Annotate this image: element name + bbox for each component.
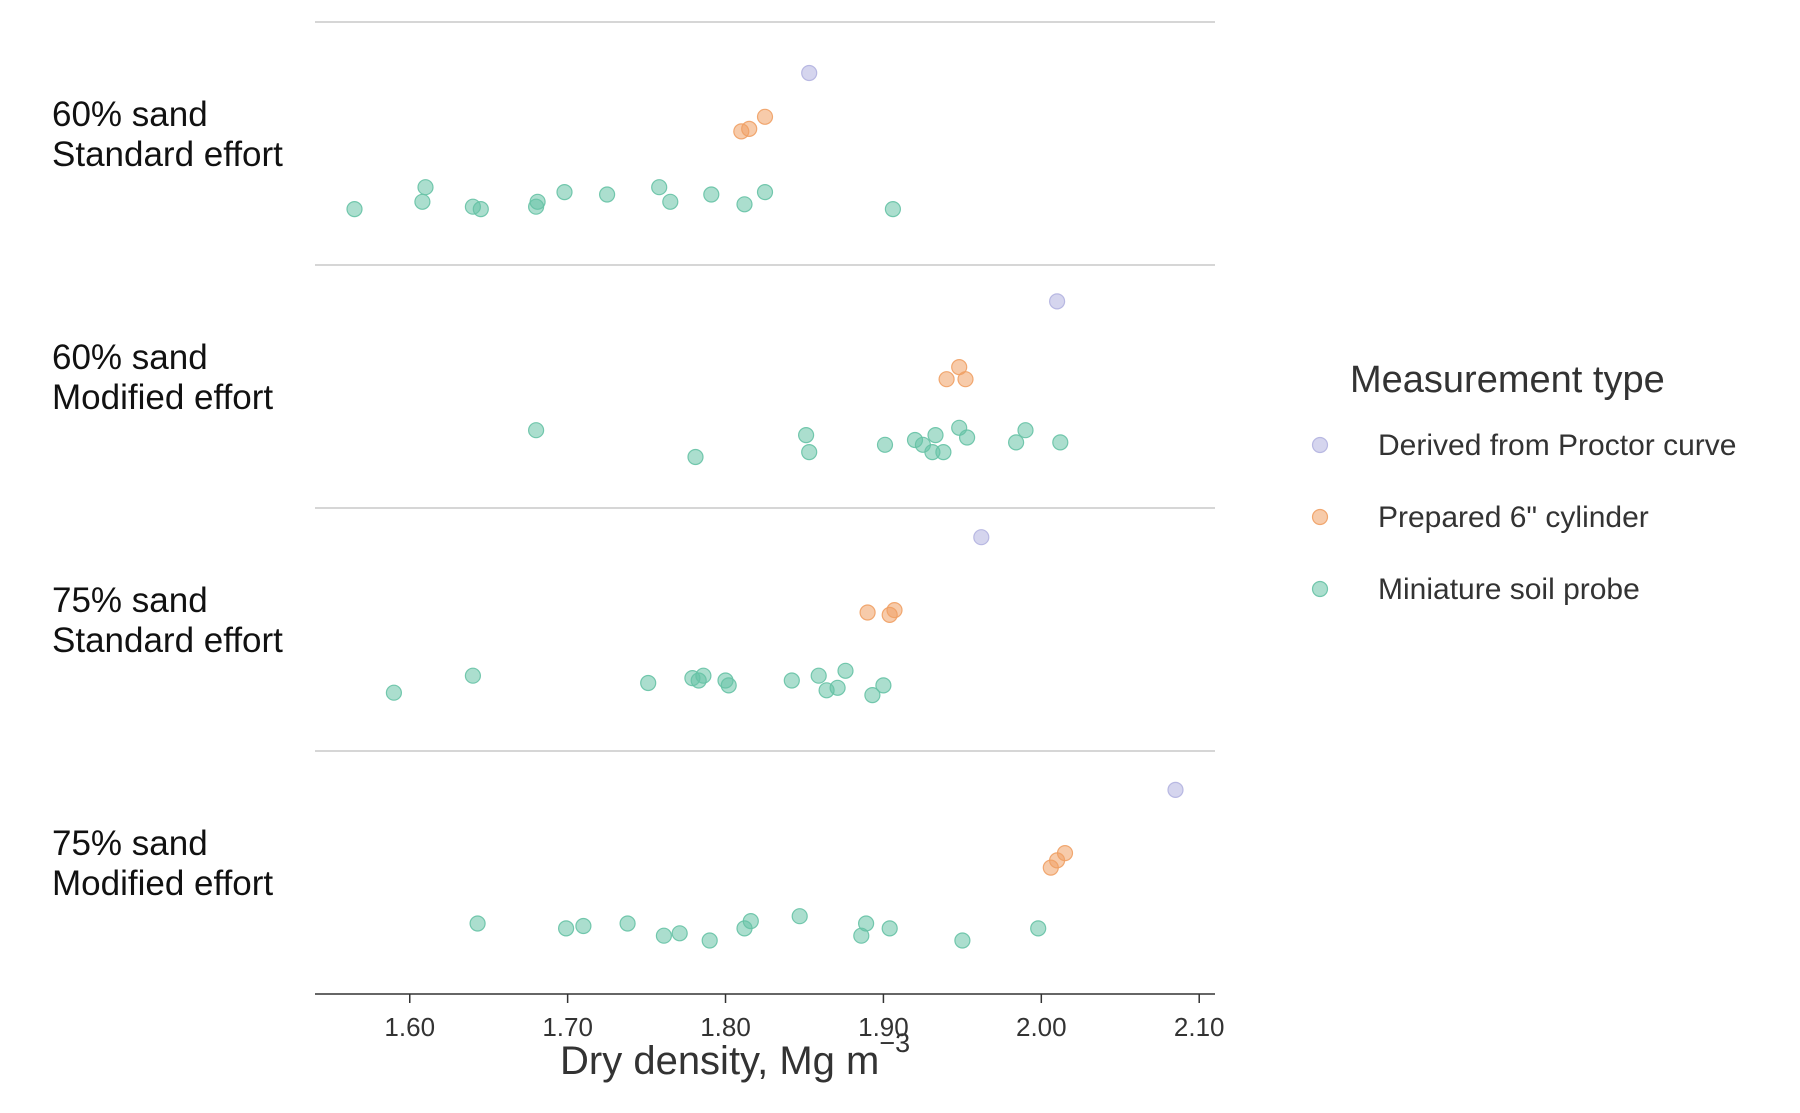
point-miniature-soil-probe [703,186,720,203]
point-miniature-soil-probe [662,193,679,210]
point-miniature-soil-probe [385,684,402,701]
point-derived-from-proctor-curve [1167,781,1184,799]
panel-label-line2: Modified effort [52,864,273,903]
point-miniature-soil-probe [1052,434,1069,451]
panel-label-line1: 60% sand [52,95,208,134]
x-tick-label: 2.10 [1174,1012,1225,1042]
point-miniature-soil-probe [695,667,712,684]
point-miniature-soil-probe [720,677,737,694]
point-miniature-soil-probe [472,201,489,218]
legend-item-miniature-soil-probe: Miniature soil probe [1311,573,1640,606]
point-prepared-6-cylinder [938,371,955,388]
panel-label-line1: 60% sand [52,338,208,377]
point-derived-from-proctor-curve [1048,293,1066,310]
x-axis-title-exponent: −3 [879,1028,910,1058]
point-miniature-soil-probe [575,917,592,935]
point-prepared-6-cylinder [886,601,903,619]
point-miniature-soil-probe [469,915,486,932]
legend-marker [1311,436,1329,454]
legend-title: Measurement type [1350,359,1665,401]
point-miniature-soil-probe [875,677,892,694]
legend-item-prepared-6-cylinder: Prepared 6" cylinder [1311,501,1649,534]
point-miniature-soil-probe [756,184,774,201]
point-miniature-soil-probe [701,932,718,949]
point-miniature-soil-probe [958,429,976,446]
point-miniature-soil-probe [651,179,668,196]
point-miniature-soil-probe [797,427,815,444]
point-miniature-soil-probe [1017,422,1034,439]
point-miniature-soil-probe [837,662,854,679]
x-axis-title-text: Dry density, Mg m [560,1039,879,1083]
panel-label-line2: Standard effort [52,621,283,660]
point-derived-from-proctor-curve [801,64,818,82]
legend-item-derived-from-proctor-curve: Derived from Proctor curve [1311,429,1736,462]
panel-label-line1: 75% sand [52,824,208,863]
point-miniature-soil-probe [687,448,704,466]
point-miniature-soil-probe [417,179,434,196]
point-miniature-soil-probe [927,427,944,444]
panel-label: 60% sand Standard effort [52,95,283,174]
point-miniature-soil-probe [671,925,688,942]
point-prepared-6-cylinder [741,120,758,137]
panel-label-line2: Standard effort [52,135,283,174]
point-miniature-soil-probe [556,184,573,201]
x-tick-label: 2.00 [1016,1012,1067,1042]
point-derived-from-proctor-curve [973,529,990,546]
panel-label: 75% sand Modified effort [52,824,273,903]
x-axis-title: Dry density, Mg m−3 [560,1028,910,1083]
point-miniature-soil-probe [742,912,759,930]
point-miniature-soil-probe [935,444,952,461]
point-miniature-soil-probe [346,201,363,218]
point-miniature-soil-probe [881,920,898,937]
point-miniature-soil-probe [736,196,753,213]
point-miniature-soil-probe [529,193,546,210]
point-miniature-soil-probe [464,667,481,684]
chart-points [346,64,1184,949]
panel-label: 75% sand Standard effort [52,581,283,660]
point-miniature-soil-probe [810,667,827,684]
x-tick-label: 1.60 [384,1012,435,1042]
point-miniature-soil-probe [884,201,902,218]
legend-label: Derived from Proctor curve [1378,429,1736,462]
x-axis: 1.60 1.70 1.80 1.90 2.00 2.10 [315,993,1225,1042]
x-tick-label: 1.70 [542,1012,593,1042]
panel-label-line2: Modified effort [52,378,273,417]
point-miniature-soil-probe [619,915,636,932]
x-tick-label: 1.80 [700,1012,751,1042]
point-miniature-soil-probe [857,915,875,932]
legend-label: Prepared 6" cylinder [1378,501,1649,534]
legend-marker [1311,508,1329,526]
point-prepared-6-cylinder [756,108,774,125]
point-miniature-soil-probe [791,908,808,925]
point-miniature-soil-probe [876,436,894,453]
point-miniature-soil-probe [598,186,616,203]
point-prepared-6-cylinder [957,371,974,388]
point-miniature-soil-probe [557,920,575,937]
legend-label: Miniature soil probe [1378,573,1640,606]
legend: Measurement type Derived from Proctor cu… [1311,359,1736,606]
point-miniature-soil-probe [801,444,818,461]
panel-label: 60% sand Modified effort [52,338,273,417]
legend-marker [1311,580,1329,598]
point-miniature-soil-probe [1007,434,1025,451]
point-miniature-soil-probe [864,686,881,704]
point-miniature-soil-probe [954,932,971,949]
point-miniature-soil-probe [414,193,431,210]
point-miniature-soil-probe [783,672,800,689]
point-miniature-soil-probe [640,674,657,692]
panel-label-line1: 75% sand [52,581,208,620]
point-miniature-soil-probe [527,422,545,439]
point-miniature-soil-probe [829,679,846,696]
x-tick-label: 1.90 [858,1012,909,1042]
point-miniature-soil-probe [655,927,673,944]
point-prepared-6-cylinder [859,604,876,621]
point-miniature-soil-probe [1030,920,1047,937]
point-prepared-6-cylinder [1056,844,1074,862]
